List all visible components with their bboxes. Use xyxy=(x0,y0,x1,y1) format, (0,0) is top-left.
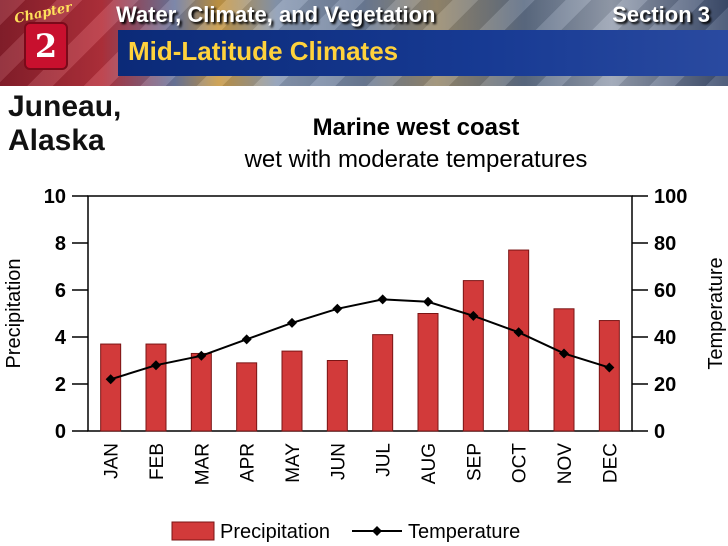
precip-bar xyxy=(372,334,394,432)
temperature-point xyxy=(151,360,161,371)
location-city: Juneau, xyxy=(8,90,122,123)
y-axis-title: Precipitation xyxy=(3,258,25,368)
precip-bar xyxy=(553,308,575,432)
legend-temp-label: Temperature xyxy=(408,521,520,543)
y-tick-label: 8 xyxy=(55,233,66,255)
y-tick-label: 6 xyxy=(55,280,66,302)
precip-bar xyxy=(417,313,439,432)
temperature-point xyxy=(604,362,615,373)
header-title: Water, Climate, and Vegetation xyxy=(116,2,436,27)
x-tick-label: MAR xyxy=(192,443,213,485)
plot-frame xyxy=(87,195,633,432)
precip-bar xyxy=(326,360,348,432)
precip-bar xyxy=(100,343,122,432)
y2-axis-title: Temperature xyxy=(705,257,727,369)
x-tick-label: JAN xyxy=(102,443,123,479)
y2-tick-label: 60 xyxy=(654,280,676,302)
temperature-point xyxy=(105,374,116,385)
temperature-point xyxy=(468,310,479,321)
precip-bar xyxy=(508,249,530,432)
y2-tick-label: 100 xyxy=(654,186,687,208)
temperature-point xyxy=(513,327,524,338)
temperature-point xyxy=(196,350,207,361)
legend-temp-marker xyxy=(372,526,382,536)
x-tick-label: OCT xyxy=(510,443,531,484)
x-tick-label: APR xyxy=(238,443,259,482)
x-tick-label: AUG xyxy=(419,443,440,484)
temperature-point xyxy=(559,348,569,359)
x-tick-label: JUL xyxy=(374,443,395,477)
location-state: Alaska xyxy=(8,124,105,157)
climate-description: wet with moderate temperatures xyxy=(244,146,588,173)
precip-bar xyxy=(190,352,212,432)
x-tick-label: FEB xyxy=(147,443,168,480)
temperature-point xyxy=(287,317,297,328)
precip-bar xyxy=(598,320,620,432)
y-tick-label: 4 xyxy=(55,327,67,349)
x-tick-label: JUN xyxy=(328,443,349,480)
temperature-point xyxy=(332,303,343,314)
y2-tick-label: 20 xyxy=(654,374,676,396)
precip-bar xyxy=(462,280,484,432)
page-title: Mid-Latitude Climates xyxy=(128,36,399,66)
x-tick-label: DEC xyxy=(600,443,621,483)
location-label: Juneau, Alaska xyxy=(8,90,121,158)
climate-type: Marine west coast xyxy=(312,114,520,141)
y2-tick-label: 80 xyxy=(654,233,676,255)
y-tick-label: 2 xyxy=(55,374,66,396)
temperature-point xyxy=(377,294,388,305)
x-tick-label: NOV xyxy=(555,443,576,485)
header-banner: Chapter 2 Water, Climate, and Vegetation… xyxy=(0,0,728,86)
temperature-line xyxy=(110,298,610,381)
precip-bar xyxy=(145,343,167,432)
y2-tick-label: 0 xyxy=(654,421,665,443)
temperature-point xyxy=(241,334,252,345)
x-tick-label: SEP xyxy=(464,443,485,481)
legend-precip-swatch xyxy=(171,521,215,541)
chapter-badge: Chapter 2 xyxy=(10,0,78,72)
chapter-number: 2 xyxy=(24,22,68,70)
y-tick-label: 10 xyxy=(44,186,66,208)
precip-bar xyxy=(281,350,303,432)
y-tick-label: 0 xyxy=(55,421,66,443)
precip-bar xyxy=(236,362,258,432)
y2-tick-label: 40 xyxy=(654,327,676,349)
subtitle-band xyxy=(118,30,728,76)
temperature-point xyxy=(423,296,433,307)
x-tick-label: MAY xyxy=(283,443,304,483)
legend-precip-label: Precipitation xyxy=(220,521,330,543)
section-label: Section 3 xyxy=(612,2,710,27)
